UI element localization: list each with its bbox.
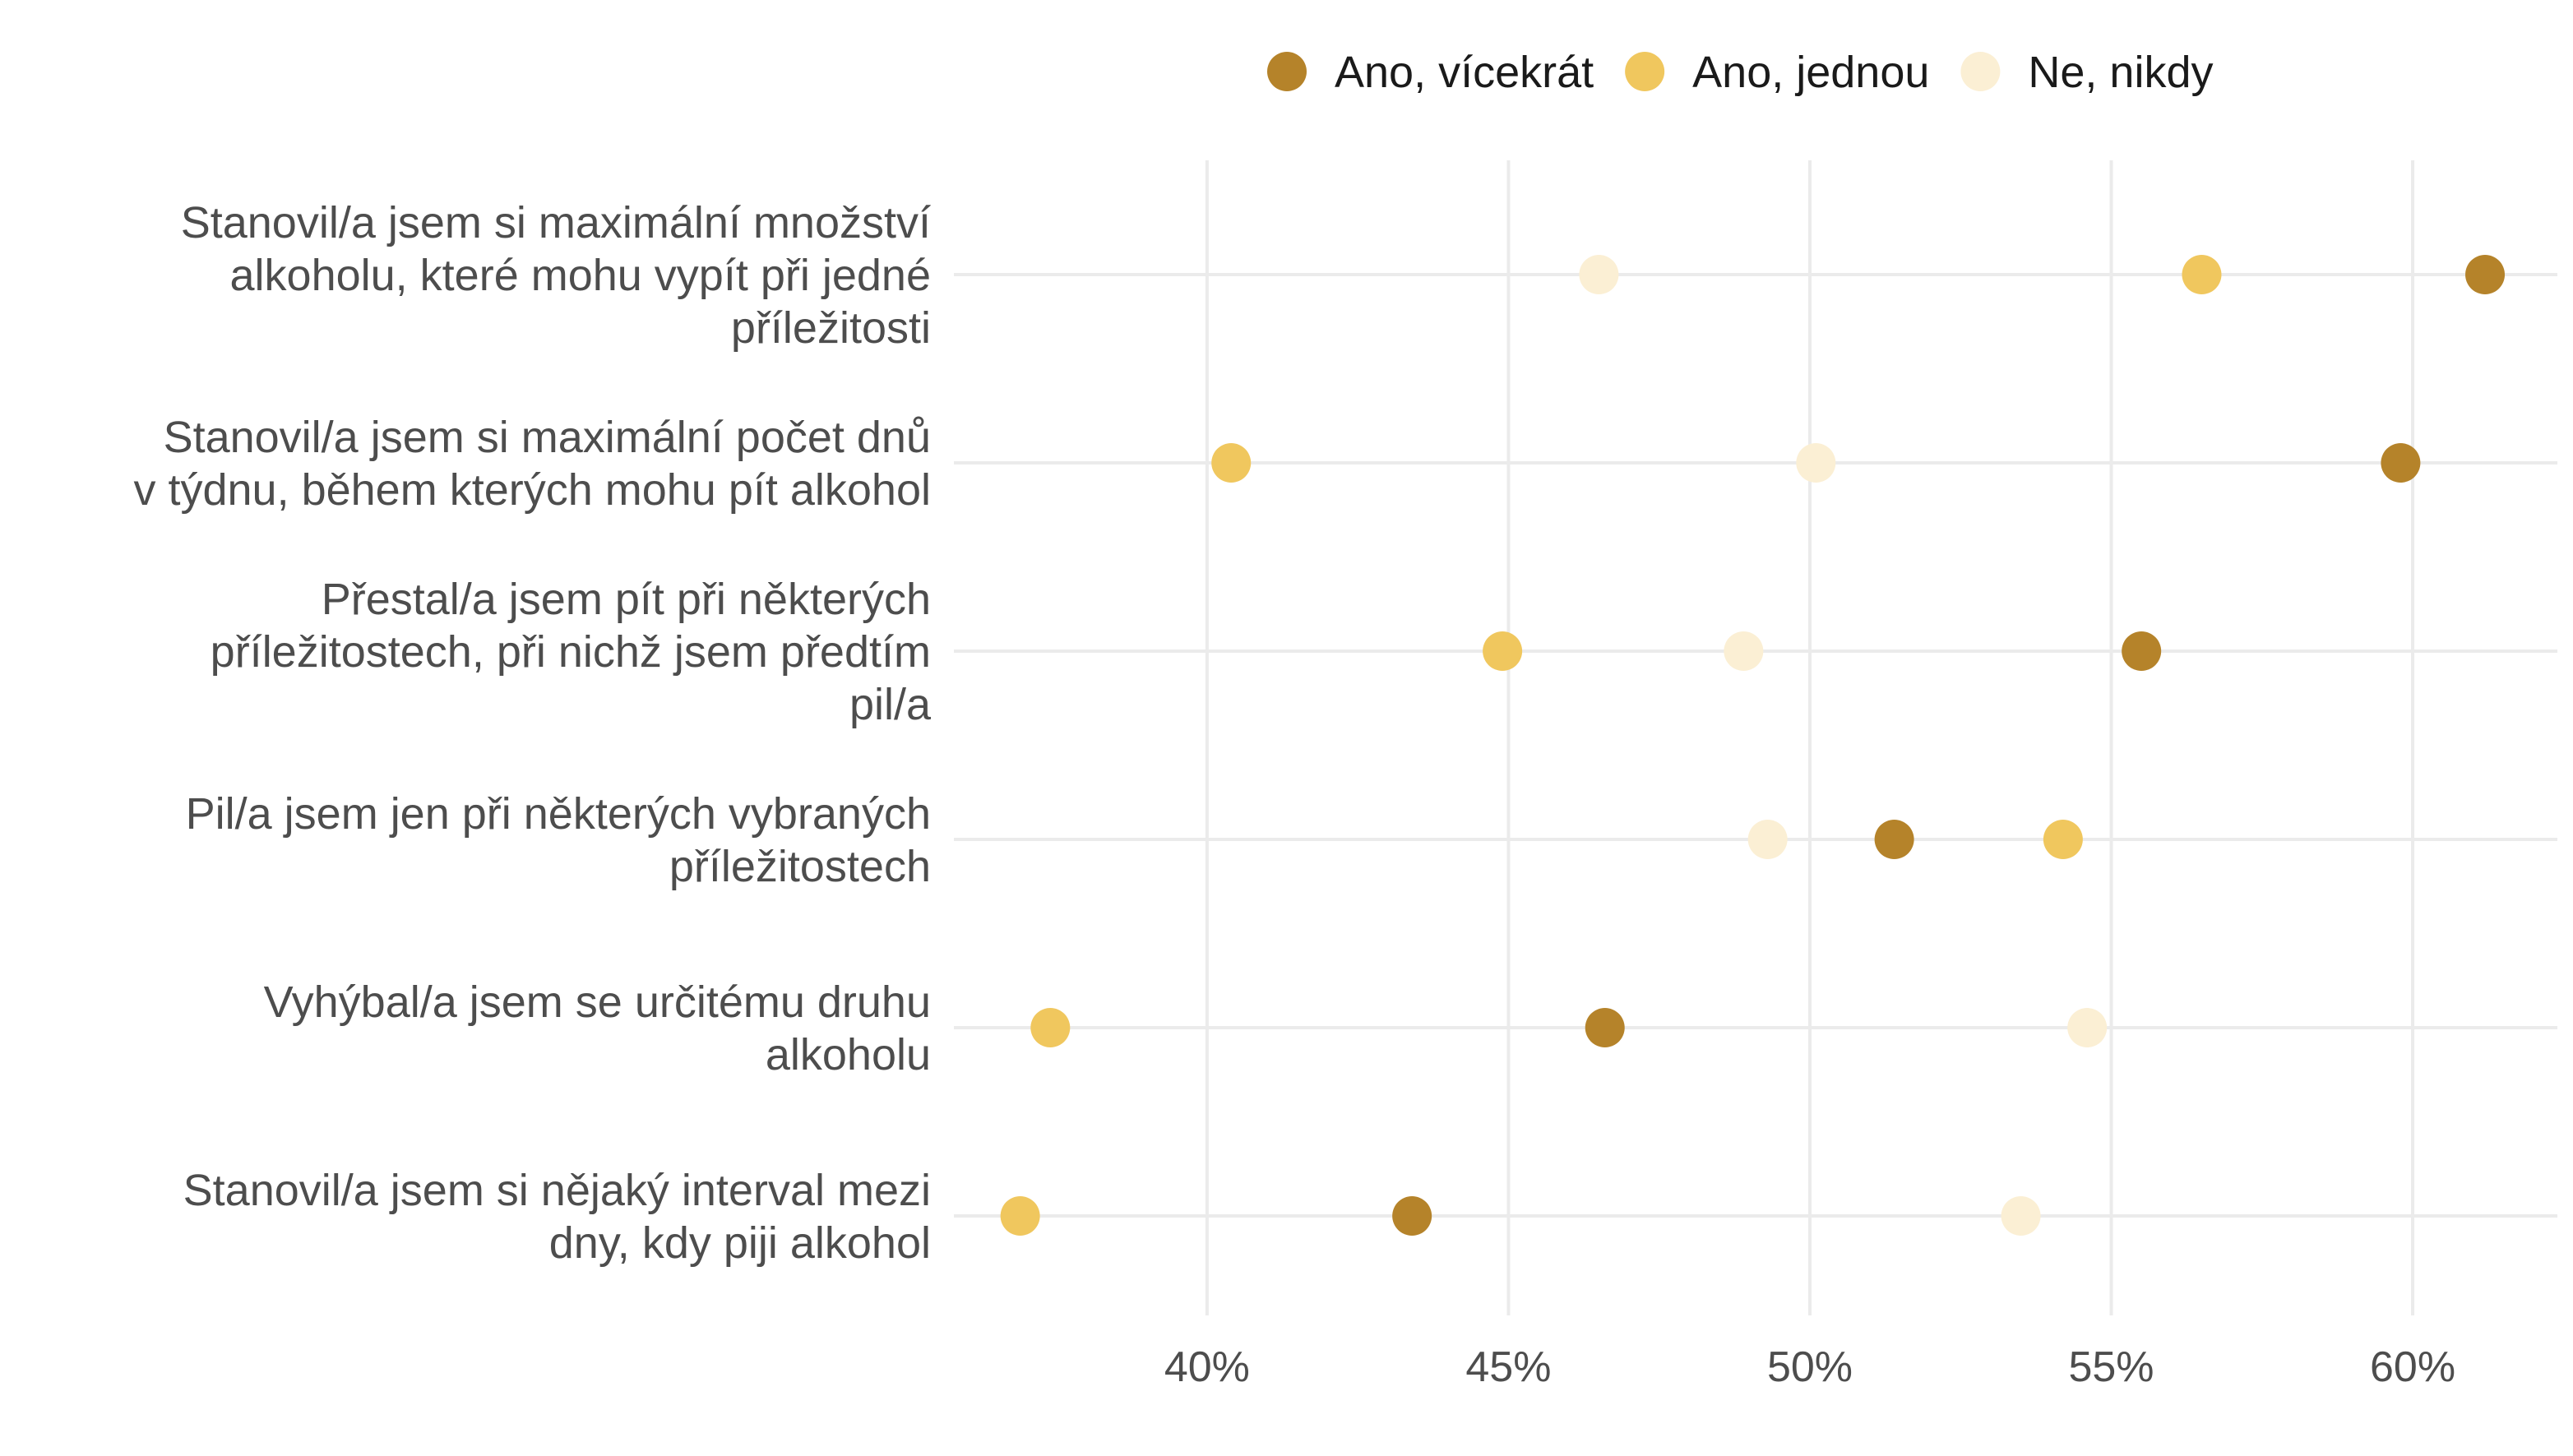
category-label-line: příležitostech, při nichž jsem předtím (211, 627, 931, 677)
category-label: Stanovil/a jsem si nějaký interval mezid… (183, 1166, 931, 1268)
data-point (2182, 255, 2222, 294)
data-point (2001, 1196, 2041, 1236)
legend-item: Ano, vícekrát (1267, 48, 1594, 97)
data-point (2067, 1008, 2108, 1047)
legend-label: Ano, jednou (1692, 48, 1929, 97)
x-axis-ticks: 40% 45% 50% 55% 60% (1164, 1343, 2455, 1391)
data-point (1585, 1008, 1625, 1047)
legend-swatch (1267, 52, 1307, 91)
category-label-line: Pil/a jsem jen při některých vybraných (186, 789, 931, 839)
data-point (2465, 255, 2506, 294)
legend: Ano, vícekrát Ano, jednou Ne, nikdy (1267, 48, 2214, 97)
legend-label: Ne, nikdy (2028, 48, 2213, 97)
category-label-line: dny, kdy piji alkohol (549, 1218, 931, 1268)
data-point (2381, 443, 2421, 483)
data-point (1747, 820, 1788, 859)
x-tick-label: 50% (1767, 1343, 1853, 1391)
category-label-line: příležitostech (669, 842, 931, 891)
category-label: Přestal/a jsem pít při některýchpříležit… (211, 575, 932, 729)
legend-item: Ne, nikdy (1960, 48, 2214, 97)
category-label-line: Stanovil/a jsem si nějaký interval mezi (183, 1166, 931, 1215)
data-point (1000, 1196, 1040, 1236)
category-labels: Stanovil/a jsem si maximální množstvíalk… (133, 198, 931, 1268)
legend-swatch (1960, 52, 2001, 91)
data-point (1796, 443, 1836, 483)
data-point (1874, 820, 1914, 859)
data-point (1724, 631, 1764, 671)
category-label: Stanovil/a jsem si maximální počet dnův … (133, 413, 931, 515)
data-points (1000, 255, 2506, 1236)
category-label-line: příležitosti (731, 303, 931, 353)
category-label-line: pil/a (849, 680, 932, 729)
data-point (1392, 1196, 1432, 1236)
category-label-line: Stanovil/a jsem si maximální množství (181, 198, 931, 247)
data-point (2043, 820, 2083, 859)
x-tick-label: 40% (1164, 1343, 1250, 1391)
category-label-line: Přestal/a jsem pít při některých (322, 575, 931, 624)
category-label-line: alkoholu, které mohu vypít při jedné (230, 251, 931, 300)
legend-item: Ano, jednou (1625, 48, 1929, 97)
category-label-line: alkoholu (766, 1030, 931, 1079)
data-point (1483, 631, 1523, 671)
data-point (1030, 1008, 1071, 1047)
category-label-line: Vyhýbal/a jsem se určitému druhu (264, 978, 931, 1027)
x-tick-label: 45% (1465, 1343, 1551, 1391)
x-tick-label: 60% (2370, 1343, 2455, 1391)
data-point (1579, 255, 1619, 294)
category-label-line: Stanovil/a jsem si maximální počet dnů (164, 413, 931, 462)
data-point (2122, 631, 2162, 671)
legend-swatch (1625, 52, 1665, 91)
category-label-line: v týdnu, během kterých mohu pít alkohol (133, 465, 931, 515)
x-tick-label: 55% (2068, 1343, 2154, 1391)
category-label: Stanovil/a jsem si maximální množstvíalk… (181, 198, 931, 353)
category-label: Pil/a jsem jen při některých vybranýchpř… (186, 789, 931, 891)
legend-label: Ano, vícekrát (1335, 48, 1594, 97)
grid (954, 160, 2557, 1315)
data-point (1211, 443, 1252, 483)
